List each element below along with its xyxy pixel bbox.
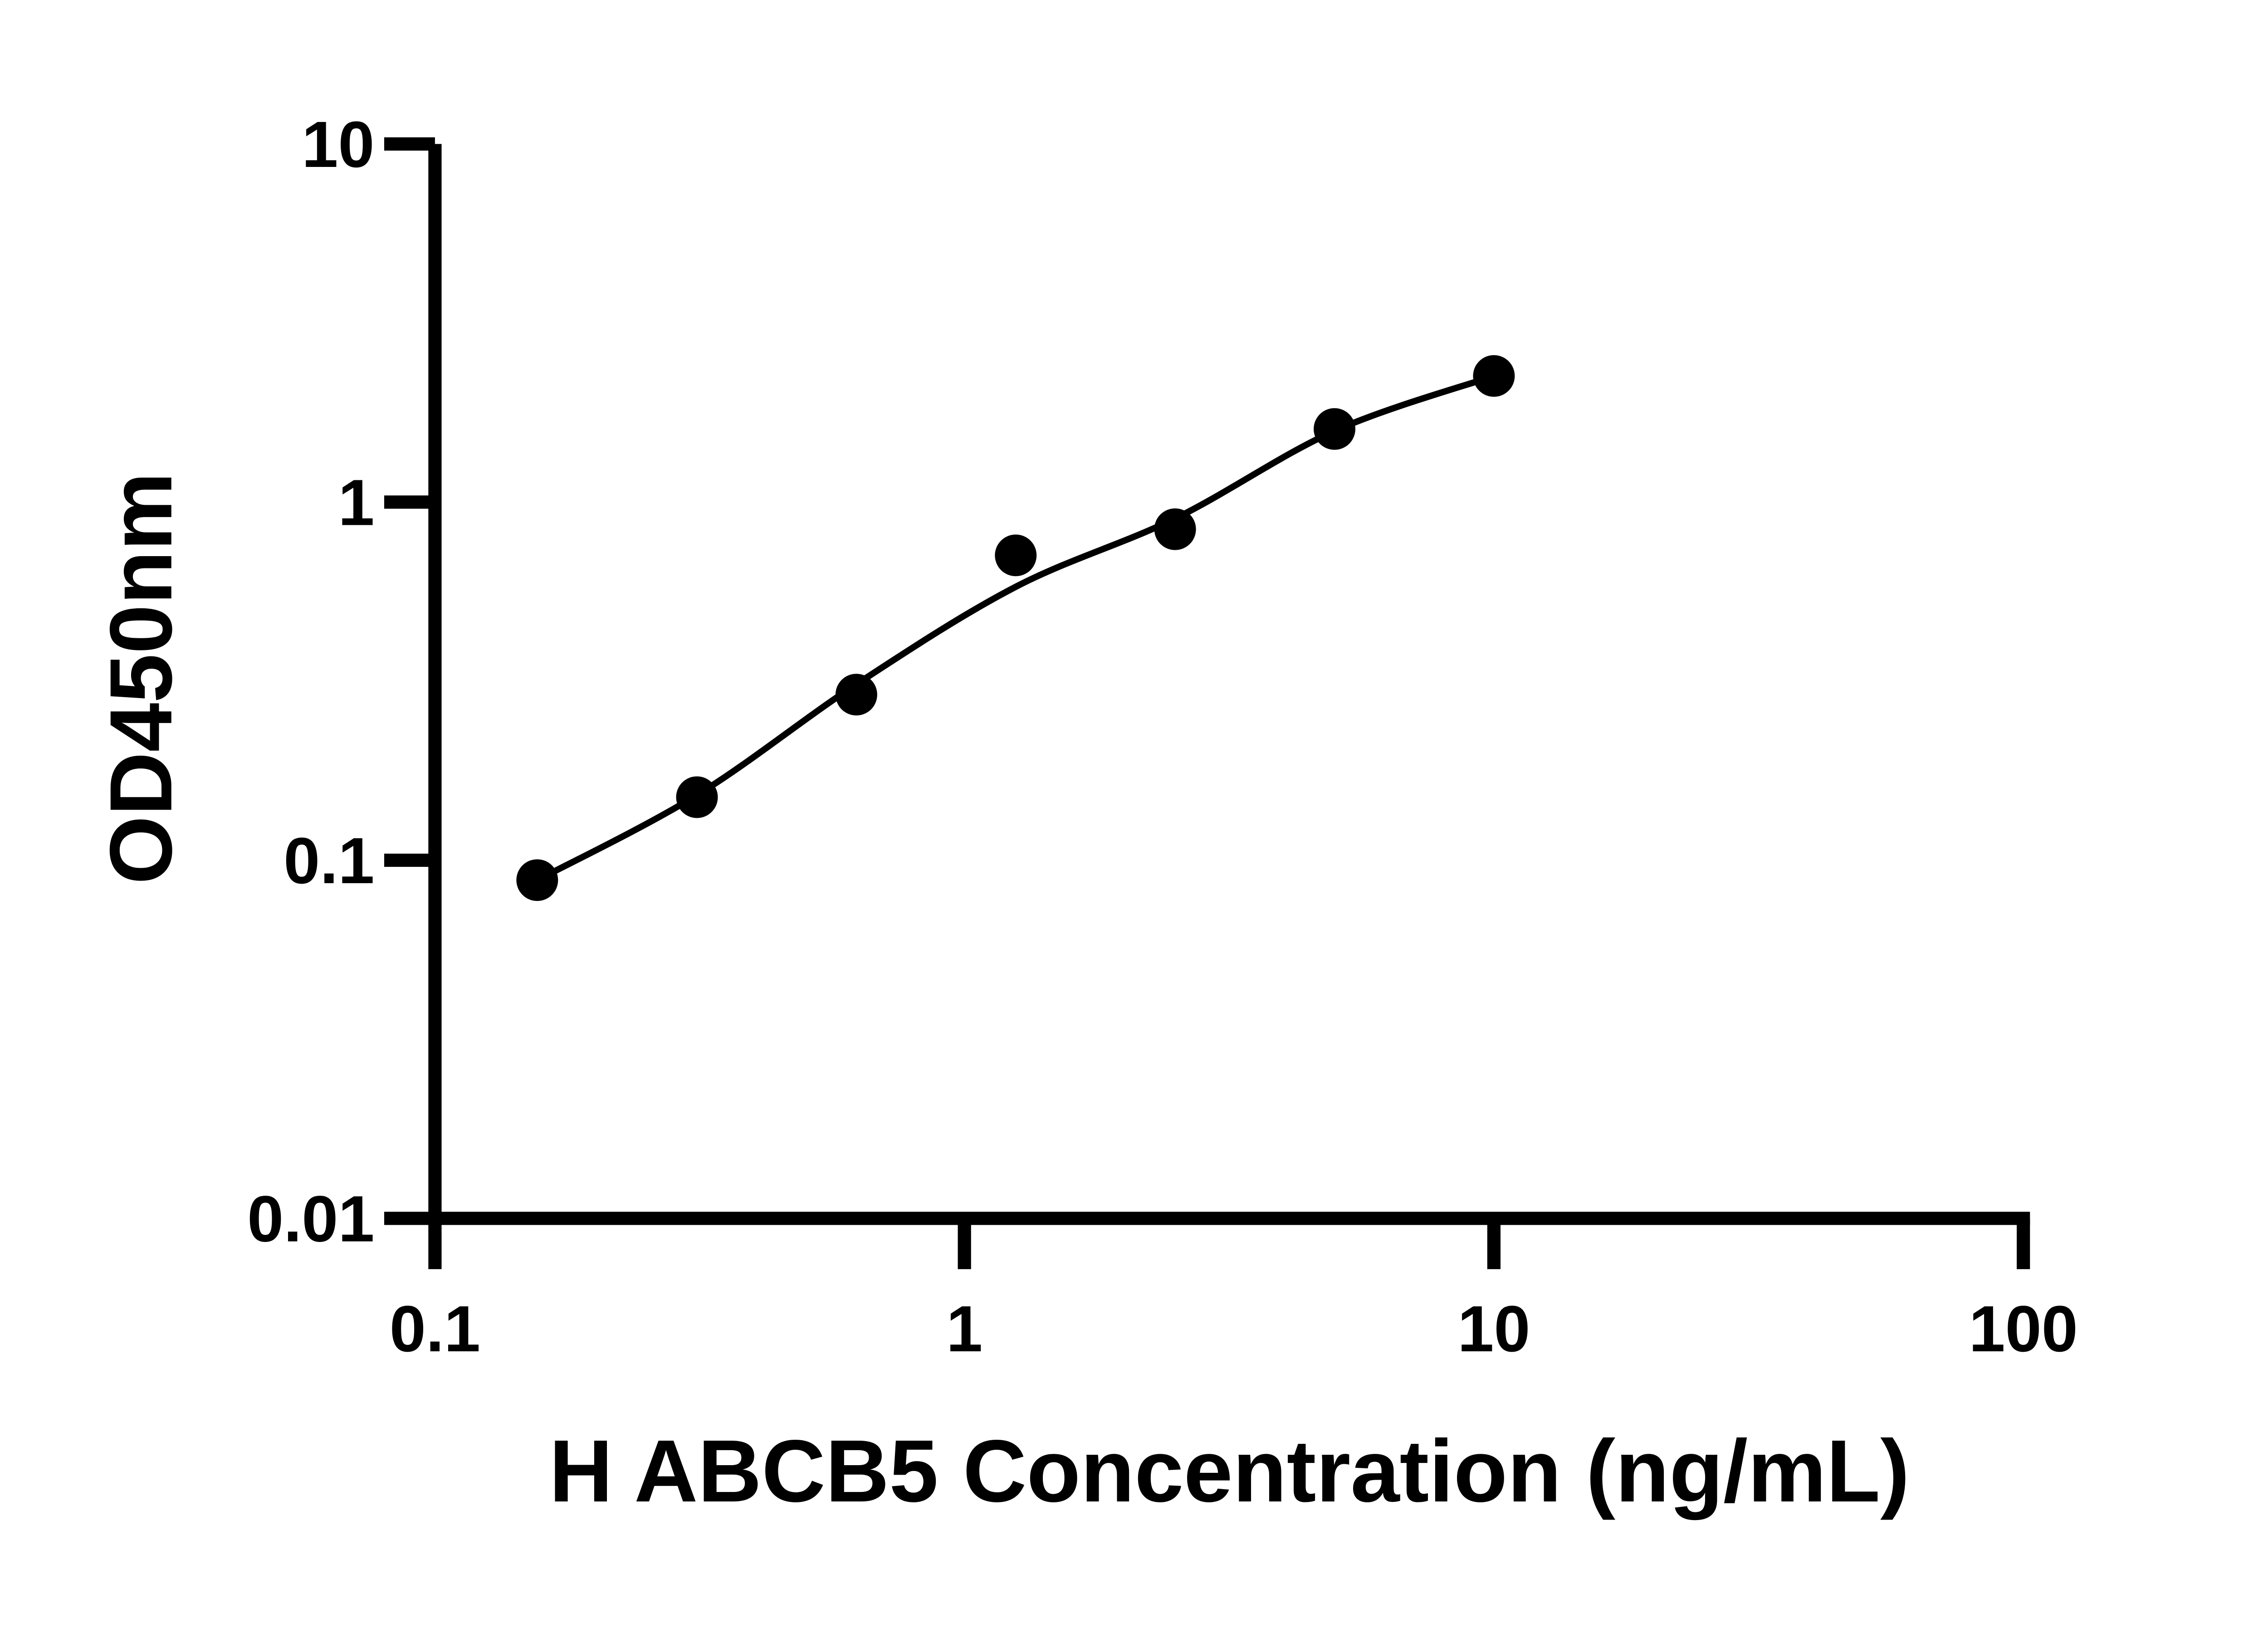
- x-tick-labels: 0.1 1 10 100: [390, 1292, 2078, 1365]
- y-tick-label: 1: [338, 466, 374, 539]
- data-point: [1314, 408, 1356, 450]
- data-point: [516, 859, 558, 901]
- y-tick-label: 10: [302, 108, 374, 181]
- y-tick-labels: 10 1 0.1 0.01: [247, 108, 374, 1256]
- y-tick-label: 0.01: [247, 1183, 374, 1256]
- x-tick-label: 1: [946, 1292, 982, 1365]
- x-tick-label: 0.1: [390, 1292, 480, 1365]
- data-point: [1473, 355, 1515, 397]
- y-tick-marks: [384, 137, 435, 1225]
- data-point: [835, 674, 877, 716]
- data-point: [995, 534, 1037, 577]
- elisa-standard-curve: 10 1 0.1 0.01 0.1 1 10 100 H ABCB5 Concentrati…: [92, 108, 2078, 1521]
- data-point: [1154, 508, 1196, 550]
- y-tick-label: 0.1: [284, 824, 374, 897]
- data-point: [676, 776, 718, 818]
- y-axis-title: OD450nm: [92, 472, 191, 885]
- x-tick-label: 100: [1969, 1292, 2077, 1365]
- data-points: [516, 355, 1515, 901]
- x-tick-marks: [428, 1218, 2030, 1269]
- x-tick-label: 10: [1457, 1292, 1530, 1365]
- x-axis-title: H ABCB5 Concentration (ng/mL): [549, 1422, 1910, 1521]
